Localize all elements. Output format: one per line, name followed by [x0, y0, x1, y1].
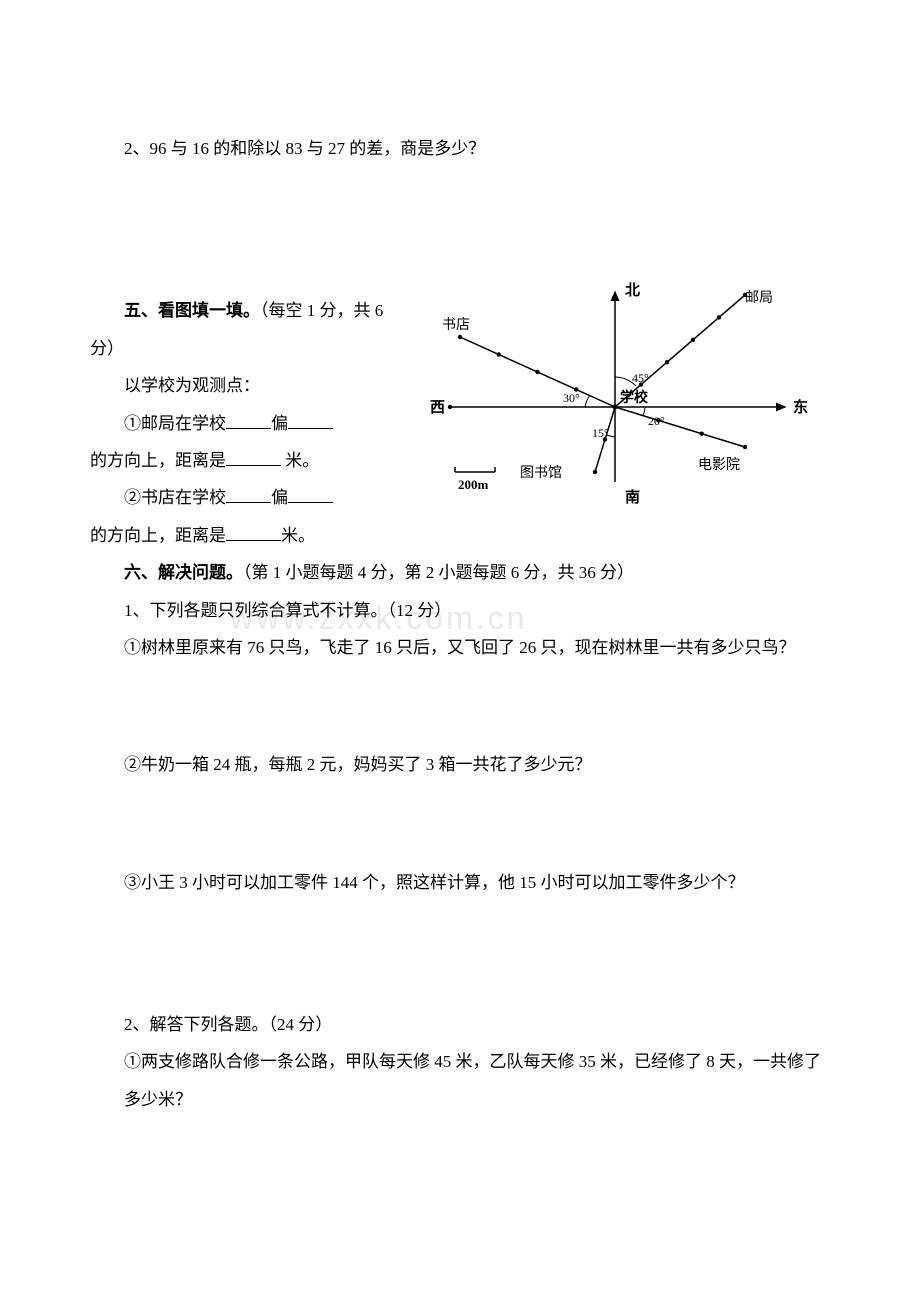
label-north: 北 — [625, 282, 640, 299]
section-6-header: 六、解决问题。（第 1 小题每题 4 分，第 2 小题每题 6 分，共 36 分… — [90, 554, 830, 591]
label-cinema: 电影院 — [698, 457, 740, 473]
direction-diagram: 北 南 东 西 学校 邮局 书店 电影院 图书馆 200m 45° 30° 20… — [410, 292, 830, 532]
label-school: 学校 — [620, 389, 649, 406]
angle-20: 20° — [648, 414, 665, 428]
q6-3: ③小王 3 小时可以加工零件 144 个，照这样计算，他 15 小时可以加工零件… — [90, 864, 830, 901]
label-south: 南 — [625, 488, 640, 506]
compass-svg: 北 南 东 西 学校 邮局 书店 电影院 图书馆 200m 45° 30° 20… — [400, 277, 820, 522]
label-post: 邮局 — [745, 290, 773, 306]
angle-30: 30° — [563, 391, 580, 405]
section-6-title: 六、解决问题。 — [124, 563, 243, 582]
q6-2: ②牛奶一箱 24 瓶，每瓶 2 元，妈妈买了 3 箱一共花了多少元？ — [90, 746, 830, 783]
section-6-sub1: 1、下列各题只列综合算式不计算。（12 分） — [90, 592, 830, 629]
label-scale: 200m — [458, 477, 489, 492]
section-6-score: （第 1 小题每题 4 分，第 2 小题每题 6 分，共 36 分） — [243, 563, 634, 582]
section-6-sub2: 2、解答下列各题。（24 分） — [90, 1006, 830, 1043]
section-5-title: 五、看图填一填。 — [124, 301, 260, 320]
section-5-intro: 以学校为观测点： — [90, 367, 410, 404]
angle-15: 15° — [592, 426, 609, 440]
q6-1: ①树林里原来有 76 只鸟，飞走了 16 只后，又飞回了 26 只，现在树林里一… — [90, 629, 830, 666]
q6-4: ①两支修路队合修一条公路，甲队每天修 45 米，乙队每天修 35 米，已经修了 … — [90, 1043, 830, 1118]
q1-post-office: ①邮局在学校偏 — [90, 405, 410, 442]
q1-post-office-b: 的方向上，距离是 米。 — [90, 442, 410, 479]
section-5-text: 五、看图填一填。（每空 1 分，共 6 分） 以学校为观测点： ①邮局在学校偏 … — [90, 292, 410, 554]
angle-45: 45° — [632, 371, 649, 385]
label-west: 西 — [430, 399, 445, 416]
q2-bookstore: ②书店在学校偏 — [90, 479, 410, 516]
label-library: 图书馆 — [520, 465, 562, 481]
q2-bookstore-b: 的方向上，距离是米。 — [90, 517, 410, 554]
question-2-top: 2、96 与 16 的和除以 83 与 27 的差，商是多少？ — [90, 130, 830, 167]
label-bookstore: 书店 — [442, 317, 470, 333]
label-east: 东 — [793, 398, 808, 416]
